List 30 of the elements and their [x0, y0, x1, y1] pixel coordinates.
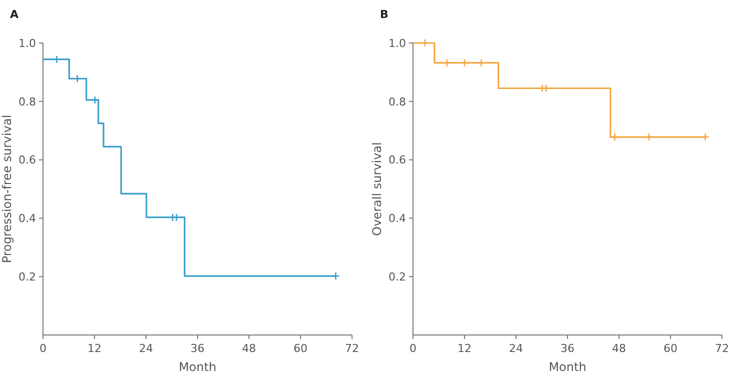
x-tick-label: 36 — [560, 342, 574, 355]
x-tick-label: 0 — [40, 342, 46, 355]
y-axis-title: Overall survival — [370, 142, 384, 236]
x-tick-label: 24 — [509, 342, 523, 355]
x-tick-label: 12 — [88, 342, 102, 355]
y-tick-label: 0.8 — [18, 95, 36, 108]
y-tick-label: 1.0 — [388, 36, 406, 50]
y-tick-label: 0.6 — [388, 154, 406, 167]
chart-title: B — [380, 8, 388, 21]
y-tick-label: 0.2 — [388, 270, 406, 284]
y-tick-label: 1.0 — [18, 36, 36, 50]
x-tick-label: 72 — [345, 342, 359, 355]
x-tick-label: 48 — [612, 342, 626, 355]
x-tick-label: 24 — [139, 342, 153, 355]
x-tick-label: 72 — [715, 342, 729, 355]
x-axis-title: Month — [548, 360, 586, 374]
x-tick-label: 48 — [242, 342, 256, 355]
y-tick-label: 0.4 — [388, 212, 406, 226]
y-axis-title: Progression-free survival — [0, 114, 14, 264]
y-tick-label: 0.2 — [18, 270, 36, 284]
y-tick-label: 0.8 — [388, 95, 406, 108]
x-tick-label: 12 — [458, 342, 472, 355]
y-tick-label: 0.6 — [18, 154, 36, 167]
y-tick-label: 0.4 — [18, 212, 36, 226]
x-tick-label: 36 — [190, 342, 204, 355]
x-tick-label: 0 — [410, 342, 416, 355]
x-tick-label: 60 — [294, 342, 308, 355]
chart-title: A — [10, 8, 19, 21]
x-axis-title: Month — [178, 360, 216, 374]
x-tick-label: 60 — [664, 342, 678, 355]
